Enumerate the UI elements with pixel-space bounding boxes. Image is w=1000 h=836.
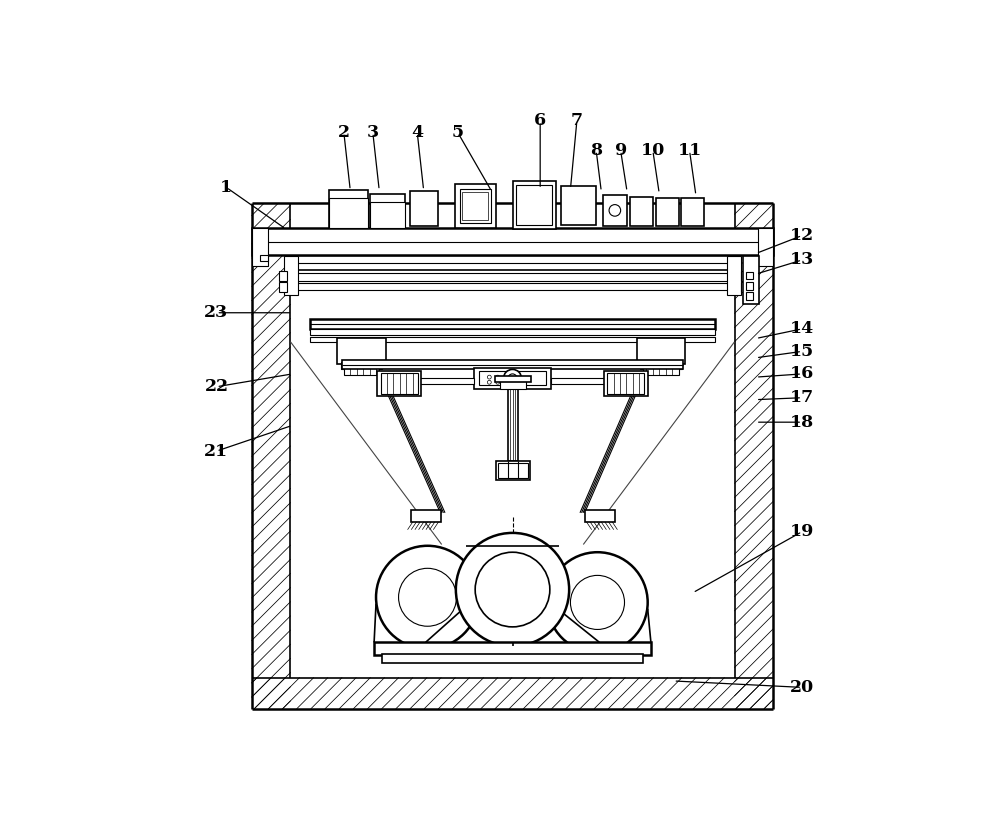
Bar (310, 337, 715, 342)
Bar (681, 198, 704, 226)
Circle shape (570, 575, 625, 630)
Text: 10: 10 (641, 142, 665, 159)
Circle shape (399, 568, 456, 626)
Bar (310, 329, 715, 335)
Text: 17: 17 (790, 390, 814, 406)
Circle shape (503, 370, 522, 387)
Circle shape (487, 380, 491, 385)
Bar (341, 362, 382, 369)
Text: 14: 14 (790, 320, 814, 338)
Text: 6: 6 (534, 112, 546, 130)
Circle shape (547, 553, 648, 653)
Bar (643, 368, 679, 375)
Text: 2: 2 (338, 124, 350, 141)
Text: 20: 20 (790, 679, 814, 696)
Bar (252, 227, 773, 255)
Bar (512, 181, 556, 229)
Bar (411, 510, 441, 522)
Bar (500, 381, 526, 389)
Bar (279, 271, 287, 281)
Bar (377, 370, 421, 396)
Circle shape (487, 375, 491, 379)
Text: 9: 9 (615, 142, 627, 159)
Text: 1: 1 (220, 179, 232, 196)
Text: 21: 21 (204, 442, 228, 460)
Bar (561, 186, 596, 225)
Text: 22: 22 (204, 378, 228, 395)
Bar (603, 195, 627, 226)
Bar (370, 202, 405, 227)
Bar (741, 283, 754, 292)
Circle shape (512, 380, 516, 385)
Bar (746, 282, 753, 289)
Text: 16: 16 (790, 365, 814, 382)
Bar (290, 273, 735, 281)
Text: 8: 8 (590, 142, 602, 159)
Bar (746, 292, 753, 300)
Text: 23: 23 (204, 304, 228, 321)
Circle shape (508, 374, 517, 383)
Bar (342, 359, 683, 370)
Circle shape (496, 380, 500, 385)
Bar (637, 339, 685, 364)
Bar (727, 256, 741, 295)
Text: 12: 12 (790, 227, 814, 244)
Circle shape (496, 375, 500, 379)
Bar (329, 198, 368, 227)
Circle shape (512, 375, 516, 379)
Bar (410, 191, 438, 227)
Bar (743, 256, 759, 304)
Bar (310, 319, 715, 329)
Bar (279, 283, 287, 292)
Bar (516, 185, 552, 225)
Bar (604, 370, 648, 396)
Bar (337, 339, 386, 364)
Bar (474, 368, 551, 389)
Bar (630, 197, 653, 226)
Bar (656, 198, 679, 226)
Text: 3: 3 (367, 124, 379, 141)
Bar (252, 227, 268, 267)
Bar (416, 379, 474, 384)
Circle shape (504, 375, 508, 379)
Bar (498, 463, 528, 477)
Bar (381, 373, 418, 394)
Bar (496, 461, 530, 480)
Bar (344, 368, 379, 375)
Bar (374, 642, 651, 655)
Bar (585, 510, 615, 522)
Bar (460, 189, 491, 222)
Bar (746, 272, 753, 279)
Bar (607, 373, 644, 394)
Bar (508, 389, 518, 461)
Bar (551, 379, 609, 384)
Bar (329, 191, 368, 227)
Bar (462, 191, 488, 220)
Circle shape (609, 205, 621, 217)
Text: 15: 15 (790, 343, 814, 359)
Bar (640, 362, 682, 369)
Bar (455, 184, 496, 227)
Circle shape (504, 380, 508, 385)
Bar (290, 256, 735, 270)
Circle shape (456, 533, 569, 646)
Bar (382, 654, 643, 663)
Bar (290, 283, 735, 289)
Bar (758, 227, 773, 267)
Text: 4: 4 (411, 124, 423, 141)
Text: 11: 11 (677, 142, 702, 159)
Bar (741, 271, 754, 281)
Circle shape (376, 546, 479, 649)
Bar (479, 371, 546, 385)
Bar (495, 376, 531, 382)
Bar (284, 256, 298, 295)
Text: 7: 7 (571, 112, 583, 130)
Bar (260, 255, 268, 261)
Text: 19: 19 (790, 523, 814, 540)
Text: 18: 18 (790, 414, 814, 431)
Text: 13: 13 (790, 252, 814, 268)
Text: 5: 5 (452, 124, 464, 141)
Bar (370, 194, 405, 227)
Circle shape (475, 553, 550, 627)
